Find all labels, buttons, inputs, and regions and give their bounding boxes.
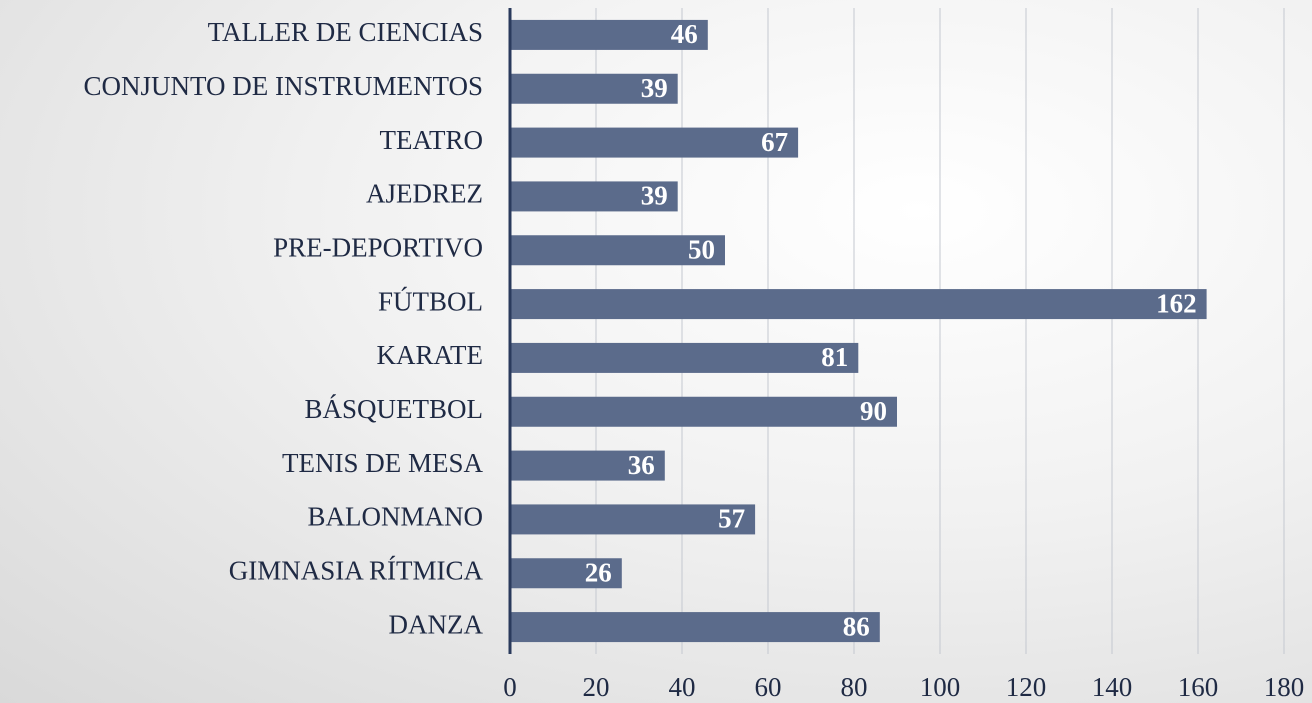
data-label: 50 xyxy=(688,234,715,264)
y-tick-label: AJEDREZ xyxy=(366,179,483,209)
data-label: 67 xyxy=(761,127,788,157)
bar xyxy=(510,127,799,158)
x-tick-label: 0 xyxy=(503,672,517,702)
bar xyxy=(510,235,725,266)
y-tick-label: TALLER DE CIENCIAS xyxy=(208,17,483,47)
data-label: 36 xyxy=(628,450,655,480)
bar xyxy=(510,396,897,427)
x-tick-label: 60 xyxy=(755,672,782,702)
bar xyxy=(510,450,665,481)
data-label: 86 xyxy=(843,611,870,641)
bar xyxy=(510,558,622,589)
x-tick-label: 120 xyxy=(1006,672,1047,702)
bar xyxy=(510,342,859,373)
y-tick-label: PRE-DEPORTIVO xyxy=(273,232,483,262)
x-tick-label: 40 xyxy=(669,672,696,702)
x-tick-label: 100 xyxy=(920,672,961,702)
y-tick-label: TEATRO xyxy=(380,125,484,155)
y-tick-label: GIMNASIA RÍTMICA xyxy=(229,555,484,585)
bar xyxy=(510,73,678,104)
bar xyxy=(510,181,678,212)
bar xyxy=(510,504,756,535)
bar xyxy=(510,612,880,643)
bar xyxy=(510,19,708,50)
data-label: 26 xyxy=(585,557,612,587)
data-label: 39 xyxy=(641,181,668,211)
data-label: 39 xyxy=(641,73,668,103)
y-tick-label: FÚTBOL xyxy=(378,286,483,316)
data-label: 81 xyxy=(821,342,848,372)
data-label: 90 xyxy=(860,396,887,426)
x-tick-label: 20 xyxy=(583,672,610,702)
bar xyxy=(510,289,1207,320)
data-label: 46 xyxy=(671,19,698,49)
y-tick-label: DANZA xyxy=(389,609,484,639)
data-label: 162 xyxy=(1156,288,1197,318)
x-tick-label: 180 xyxy=(1264,672,1305,702)
y-tick-label: BALONMANO xyxy=(308,502,484,532)
y-tick-label: BÁSQUETBOL xyxy=(304,394,483,424)
data-label: 57 xyxy=(718,504,745,534)
x-tick-label: 80 xyxy=(841,672,868,702)
x-tick-label: 160 xyxy=(1178,672,1219,702)
y-tick-label: CONJUNTO DE INSTRUMENTOS xyxy=(83,71,483,101)
x-tick-label: 140 xyxy=(1092,672,1133,702)
y-tick-label: KARATE xyxy=(377,340,484,370)
y-tick-label: TENIS DE MESA xyxy=(282,448,483,478)
